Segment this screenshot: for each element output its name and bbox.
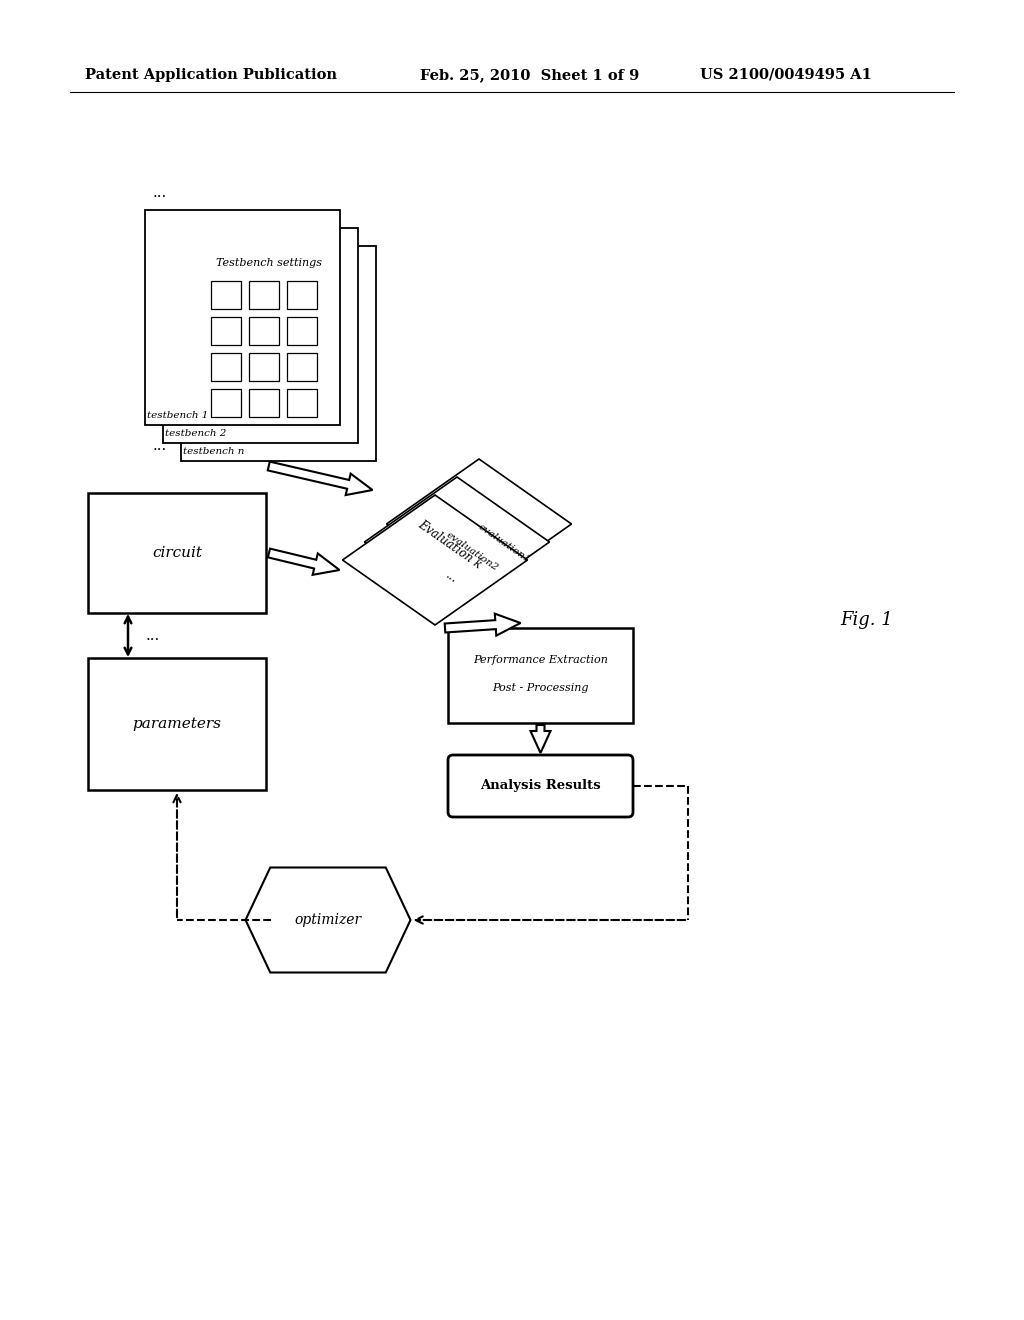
Bar [163, 228, 358, 444]
Text: Fig. 1: Fig. 1 [840, 611, 893, 630]
Text: evaluation1: evaluation1 [476, 523, 531, 565]
Bar [211, 352, 241, 381]
Bar [287, 352, 317, 381]
Text: circuit: circuit [152, 546, 202, 560]
Text: ...: ... [153, 440, 167, 453]
Text: Testbench settings: Testbench settings [216, 257, 322, 268]
Polygon shape [267, 462, 373, 495]
Bar [287, 389, 317, 417]
Bar [211, 389, 241, 417]
Bar [88, 492, 266, 612]
Text: Performance Extraction: Performance Extraction [473, 655, 608, 665]
Polygon shape [386, 459, 571, 589]
Text: Post - Processing: Post - Processing [493, 682, 589, 693]
Text: ...: ... [146, 628, 160, 643]
Text: testbench 1: testbench 1 [147, 411, 208, 420]
Text: Feb. 25, 2010  Sheet 1 of 9: Feb. 25, 2010 Sheet 1 of 9 [420, 69, 639, 82]
Bar [449, 628, 633, 723]
Text: Patent Application Publication: Patent Application Publication [85, 69, 337, 82]
Polygon shape [268, 549, 340, 574]
Bar [249, 352, 279, 381]
Bar [249, 317, 279, 345]
Bar [181, 246, 376, 461]
Text: Analysis Results: Analysis Results [480, 780, 601, 792]
Text: testbench n: testbench n [183, 447, 245, 455]
Text: evaluation2: evaluation2 [444, 531, 500, 573]
Bar [211, 317, 241, 345]
Bar [287, 317, 317, 345]
Text: testbench 2: testbench 2 [165, 429, 226, 438]
Text: Evaluation k: Evaluation k [416, 519, 484, 572]
Text: ...: ... [153, 186, 167, 201]
Polygon shape [246, 867, 411, 973]
Bar [249, 389, 279, 417]
Bar [287, 281, 317, 309]
FancyBboxPatch shape [449, 755, 633, 817]
Polygon shape [342, 495, 527, 624]
Bar [145, 210, 340, 425]
Text: parameters: parameters [132, 717, 221, 731]
Bar [249, 281, 279, 309]
Text: US 2100/0049495 A1: US 2100/0049495 A1 [700, 69, 871, 82]
Text: optimizer: optimizer [295, 913, 361, 927]
Polygon shape [530, 725, 551, 752]
Polygon shape [365, 477, 550, 607]
Bar [88, 657, 266, 789]
Bar [211, 281, 241, 309]
Text: ...: ... [443, 569, 461, 586]
Polygon shape [444, 614, 520, 636]
